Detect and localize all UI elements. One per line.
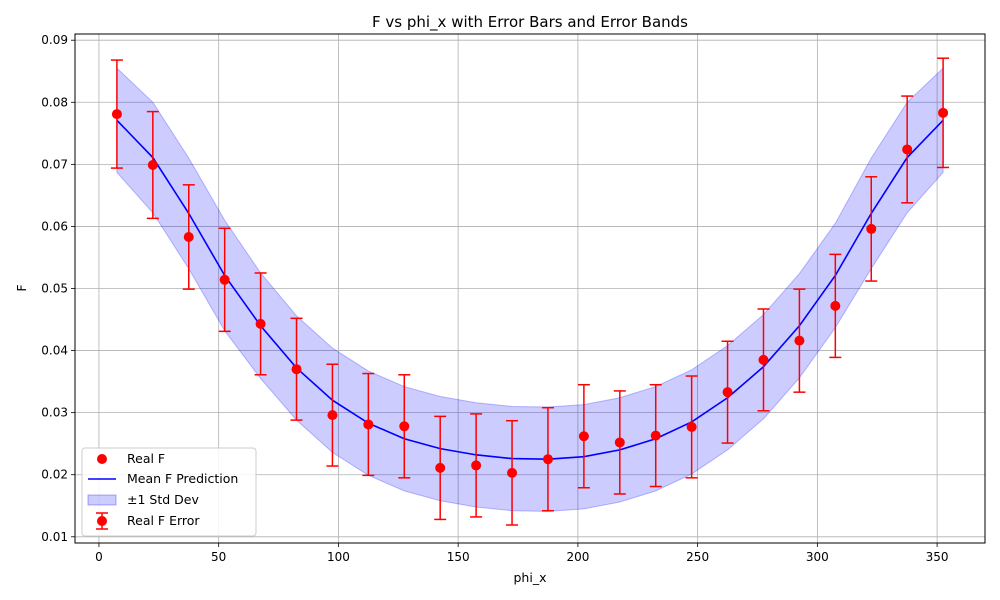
- real-f-point: [291, 364, 302, 375]
- mean-prediction-line: [116, 119, 944, 461]
- real-f-point: [578, 431, 589, 442]
- y-tick-label: 0.07: [41, 157, 68, 171]
- real-f-point: [758, 354, 769, 365]
- real-f-point: [435, 462, 446, 473]
- y-tick-label: 0.04: [41, 344, 68, 358]
- legend-box: [81, 447, 257, 537]
- real-f-point: [722, 387, 733, 398]
- legend: Real F Mean F Prediction ±1 Std Dev Real F …: [81, 447, 257, 537]
- y-tick-label: 0.06: [41, 219, 68, 233]
- legend-marker-band: [87, 494, 117, 506]
- real-f-point: [830, 300, 841, 311]
- real-f-point: [614, 437, 625, 448]
- x-tick-label: 150: [447, 550, 470, 564]
- real-f-point: [866, 223, 877, 234]
- y-tick-label: 0.05: [41, 282, 68, 296]
- real-f-point: [938, 107, 949, 118]
- chart-title: F vs phi_x with Error Bars and Error Ban…: [372, 13, 688, 32]
- x-tick-label: 50: [211, 550, 226, 564]
- y-tick-label: 0.02: [41, 468, 68, 482]
- y-tick-label: 0.08: [41, 95, 68, 109]
- x-tick-label: 100: [327, 550, 350, 564]
- y-tick-label: 0.01: [41, 530, 68, 544]
- real-f-point: [327, 410, 338, 421]
- legend-marker-real-f: [97, 454, 107, 464]
- real-f-point: [507, 467, 518, 478]
- mean-line-layer: [116, 119, 944, 461]
- x-tick-label: 0: [95, 550, 103, 564]
- tick-layer: 0 50 100 150 200 250 300 350 0.01 0.02 0.03 0.04 0.0…: [41, 33, 948, 564]
- real-f-point: [542, 454, 553, 465]
- real-f-point: [363, 419, 374, 430]
- x-tick-label: 250: [686, 550, 709, 564]
- real-f-point: [219, 274, 230, 285]
- legend-label-real-f: Real F: [127, 451, 165, 466]
- real-f-point: [794, 335, 805, 346]
- real-f-point: [147, 159, 158, 170]
- grid: [75, 34, 985, 543]
- real-f-point: [399, 421, 410, 432]
- scatter-point-layer: [111, 107, 949, 478]
- real-f-point: [111, 109, 122, 120]
- std-dev-band: [116, 66, 944, 512]
- x-axis-label: phi_x: [514, 570, 547, 585]
- legend-label-band: ±1 Std Dev: [127, 492, 199, 507]
- legend-label-error-bar: Real F Error: [127, 513, 200, 528]
- x-tick-label: 300: [806, 550, 829, 564]
- real-f-point: [183, 231, 194, 242]
- y-axis-label: F: [14, 284, 29, 291]
- x-tick-label: 200: [566, 550, 589, 564]
- y-tick-label: 0.09: [41, 33, 68, 47]
- real-f-point: [686, 421, 697, 432]
- std-dev-band-layer: [116, 66, 944, 512]
- real-f-point: [471, 460, 482, 471]
- real-f-point: [902, 144, 913, 155]
- legend-error-point: [97, 516, 107, 526]
- legend-marker-error-bar: [96, 512, 108, 530]
- legend-label-mean-line: Mean F Prediction: [127, 471, 238, 486]
- real-f-point: [255, 318, 266, 329]
- real-f-point: [650, 430, 661, 441]
- y-tick-label: 0.03: [41, 406, 68, 420]
- x-tick-label: 350: [926, 550, 949, 564]
